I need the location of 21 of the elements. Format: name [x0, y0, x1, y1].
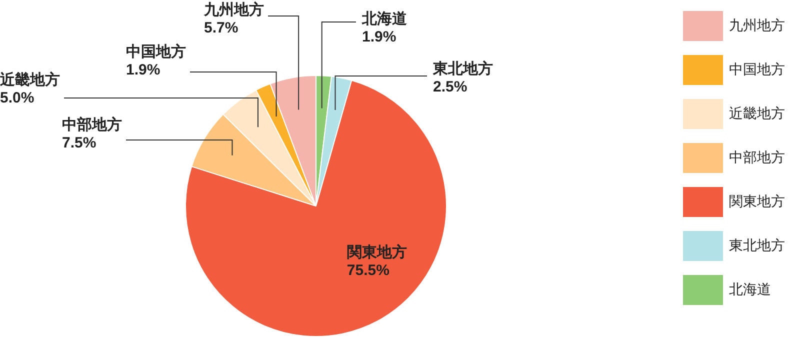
legend-label: 中国地方	[729, 61, 785, 79]
data-label: 1.9%	[126, 62, 160, 79]
data-label: 2.5%	[433, 78, 468, 96]
slice-label: 東北地方	[432, 60, 493, 78]
legend-label: 関東地方	[729, 193, 785, 211]
data-label: 7.5%	[62, 134, 96, 152]
legend-label: 近畿地方	[729, 105, 785, 123]
slice-label: 近畿地方	[0, 70, 60, 89]
legend-label: 中部地方	[729, 149, 785, 167]
data-label: 5.0%	[0, 90, 34, 107]
data-label: 75.5%	[346, 262, 390, 280]
legend-label: 北海道	[729, 281, 771, 299]
data-label: 1.9%	[362, 28, 396, 46]
data-label: 5.7%	[204, 20, 238, 37]
slice-label: 関東地方	[346, 243, 407, 262]
slice-label: 北海道	[361, 10, 408, 28]
legend-label: 東北地方	[729, 237, 785, 255]
slice-label: 九州地方	[203, 0, 264, 19]
legend-label: 九州地方	[729, 17, 785, 35]
slice-label: 中国地方	[126, 42, 186, 61]
slice-label: 中部地方	[62, 116, 122, 134]
